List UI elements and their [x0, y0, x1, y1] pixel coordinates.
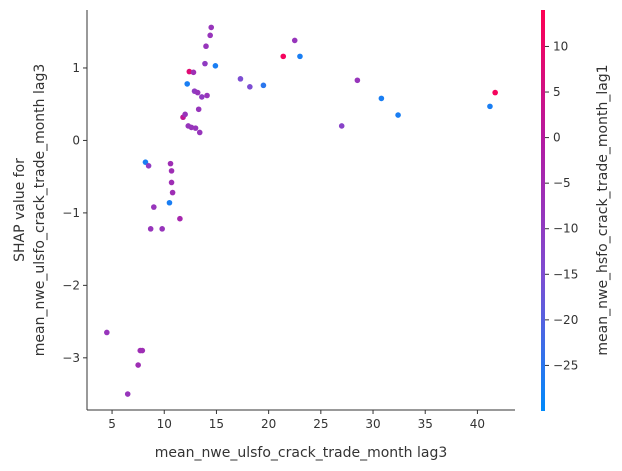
colorbar [541, 10, 545, 411]
x-tick-label: 35 [418, 417, 433, 431]
data-point [159, 226, 165, 232]
data-point [492, 89, 498, 96]
data-point [208, 24, 215, 31]
colorbar-tick-label: 10 [553, 39, 568, 53]
data-point [195, 106, 202, 113]
data-point [395, 112, 401, 118]
colorbar-tick-label: −25 [553, 358, 578, 372]
data-point [199, 94, 205, 100]
data-point [182, 111, 188, 118]
data-point [135, 362, 141, 368]
data-point [190, 69, 197, 76]
data-point [487, 103, 493, 110]
data-point [177, 215, 183, 222]
x-tick-label: 15 [209, 417, 224, 431]
data-point [247, 84, 253, 90]
x-tick-label: 25 [313, 417, 328, 431]
colorbar-ticks: −25 −20 −15 −10 −5 0 5 10 [545, 39, 578, 372]
data-point [104, 329, 110, 336]
data-point [139, 347, 146, 354]
data-point [192, 125, 199, 131]
colorbar-label-group: mean_nwe_hsfo_crack_trade_month_lag1 [595, 64, 611, 355]
data-point [169, 189, 176, 196]
data-point [147, 226, 154, 232]
colorbar-tick-label: −20 [553, 313, 578, 327]
x-tick-label: 30 [365, 417, 380, 431]
data-point [291, 37, 298, 44]
colorbar-tick-label: 0 [553, 131, 561, 145]
x-tick-label: 5 [108, 417, 116, 431]
x-tick-label: 40 [470, 417, 485, 431]
y-axis-ticks: −3 −2 −1 0 1 [62, 61, 87, 365]
data-point [184, 81, 191, 87]
y-tick-label: −2 [62, 278, 80, 292]
data-point [237, 76, 244, 82]
x-axis-label: mean_nwe_ulsfo_crack_trade_month lag3 [155, 445, 448, 461]
y-tick-label: −1 [62, 206, 80, 220]
data-point [203, 43, 209, 50]
data-point [168, 168, 175, 174]
data-point [202, 60, 208, 67]
data-point [167, 160, 174, 167]
data-point [145, 162, 152, 169]
data-point [212, 62, 219, 69]
y-tick-label: 1 [72, 61, 80, 75]
colorbar-label: mean_nwe_hsfo_crack_trade_month_lag1 [595, 64, 611, 355]
data-point [196, 129, 203, 136]
data-point [151, 204, 157, 210]
y-axis-label-group: SHAP value for mean_nwe_ulsfo_crack_trad… [12, 64, 48, 357]
data-point [297, 53, 303, 60]
data-point [354, 77, 361, 84]
data-point [280, 53, 287, 60]
colorbar-tick-label: −10 [553, 222, 578, 236]
data-point [166, 199, 173, 206]
data-point [207, 32, 213, 39]
colorbar-tick-label: −15 [553, 267, 578, 281]
colorbar-tick-label: 5 [553, 85, 561, 99]
data-point [168, 179, 175, 186]
x-tick-label: 10 [157, 417, 172, 431]
data-point [260, 82, 267, 89]
data-point [186, 68, 193, 75]
y-axis-label-line2: mean_nwe_ulsfo_crack_trade_month lag3 [32, 64, 48, 357]
data-point [124, 391, 131, 397]
y-tick-label: −3 [62, 351, 80, 365]
y-axis-label-line1: SHAP value for [12, 158, 28, 262]
data-point [378, 95, 385, 102]
colorbar-tick-label: −5 [553, 176, 571, 190]
data-points [104, 24, 498, 397]
data-point [338, 123, 345, 129]
y-tick-label: 0 [72, 133, 80, 147]
data-point [204, 92, 210, 99]
x-tick-label: 20 [261, 417, 276, 431]
data-point [194, 89, 201, 96]
data-point [142, 159, 149, 165]
data-point [188, 124, 195, 131]
x-axis-ticks: 5 10 15 20 25 30 35 40 [108, 410, 485, 431]
